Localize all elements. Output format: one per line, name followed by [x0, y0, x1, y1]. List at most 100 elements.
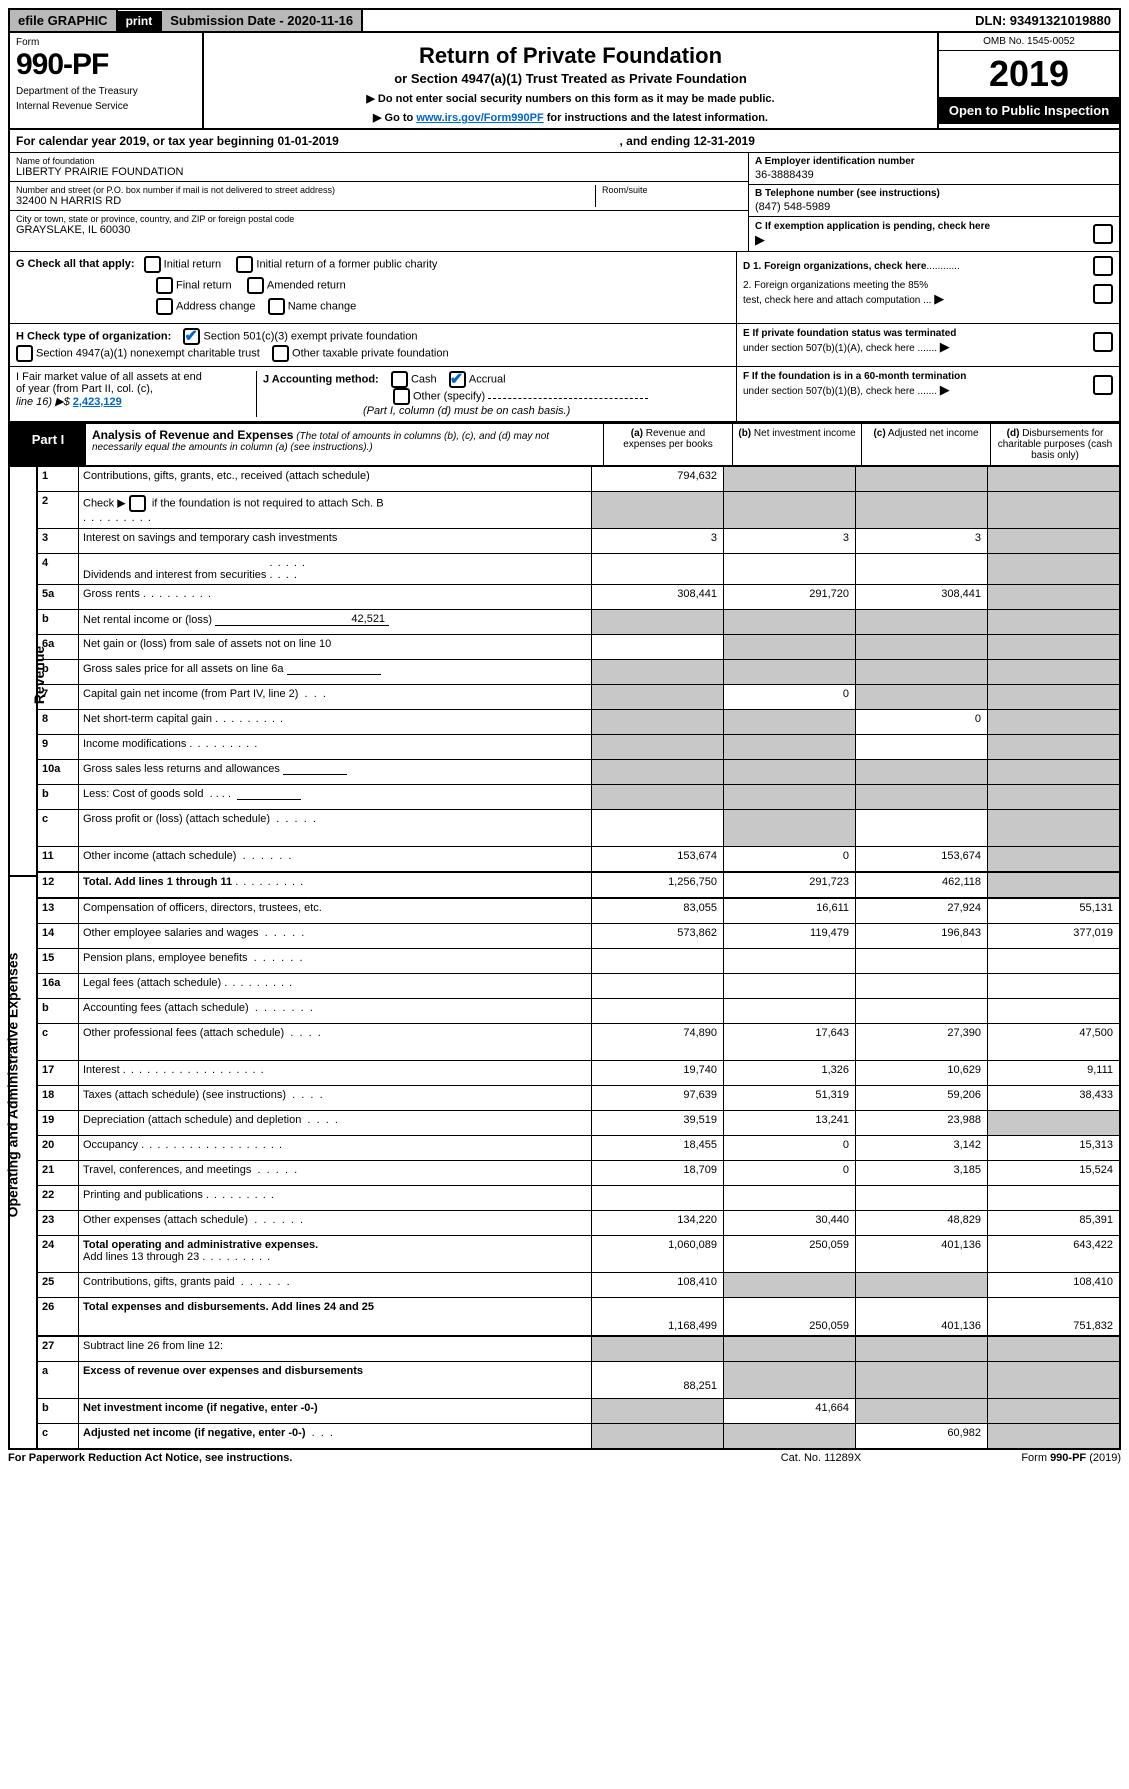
dept-treasury: Department of the Treasury [16, 86, 196, 97]
line-12: 12Total. Add lines 1 through 11 1,256,75… [38, 871, 1119, 899]
part1-table: Revenue Operating and Administrative Exp… [8, 467, 1121, 1450]
h-501c3-cb[interactable] [183, 328, 200, 345]
line-25: 25Contributions, gifts, grants paid . . … [38, 1272, 1119, 1297]
entity-block: Name of foundation LIBERTY PRAIRIE FOUND… [8, 153, 1121, 252]
line-27b: bNet investment income (if negative, ent… [38, 1398, 1119, 1423]
tax-year: 2019 [939, 51, 1119, 97]
line-3: 3Interest on savings and temporary cash … [38, 528, 1119, 553]
line-24: 24Total operating and administrative exp… [38, 1235, 1119, 1272]
g-former-cb[interactable] [236, 256, 253, 273]
year-ending: , and ending 12-31-2019 [510, 134, 1114, 148]
g-addrchg-cb[interactable] [156, 298, 173, 315]
irs-label: Internal Revenue Service [16, 101, 196, 112]
g-h-row: G Check all that apply: Initial return I… [8, 252, 1121, 324]
g-final-cb[interactable] [156, 277, 173, 294]
line-20: 20Occupancy 18,45503,14215,313 [38, 1135, 1119, 1160]
addr-label: Number and street (or P.O. box number if… [16, 185, 595, 195]
form-header: Form 990-PF Department of the Treasury I… [8, 33, 1121, 130]
e1-label: E If private foundation status was termi… [743, 328, 956, 339]
j-note: (Part I, column (d) must be on cash basi… [363, 405, 570, 417]
f2-label: under section 507(b)(1)(B), check here .… [743, 386, 937, 397]
line-10c: cGross profit or (loss) (attach schedule… [38, 809, 1119, 846]
line-5b: bNet rental income or (loss) 42,521 [38, 609, 1119, 634]
i-j-row: I Fair market value of all assets at end… [8, 367, 1121, 422]
line-27: 27Subtract line 26 from line 12: [38, 1337, 1119, 1361]
schb-checkbox[interactable] [129, 495, 146, 512]
phone-label: B Telephone number (see instructions) [755, 188, 1113, 199]
ein-value: 36-3888439 [755, 169, 1113, 181]
col-c-head: (c) Adjusted net income [861, 424, 990, 465]
print-button[interactable]: print [118, 11, 163, 31]
g-initial-cb[interactable] [144, 256, 161, 273]
part1-title: Analysis of Revenue and Expenses [92, 428, 293, 442]
col-a-head: (a) Revenue and expenses per books [603, 424, 732, 465]
dln: DLN: 93491321019880 [967, 10, 1119, 31]
city-state-zip: GRAYSLAKE, IL 60030 [16, 224, 742, 236]
efile-label: efile GRAPHIC [10, 10, 118, 31]
line-11: 11Other income (attach schedule) . . . .… [38, 846, 1119, 871]
part1-header: Part I Analysis of Revenue and Expenses … [8, 422, 1121, 467]
open-public-badge: Open to Public Inspection [939, 97, 1119, 124]
line-22: 22Printing and publications [38, 1185, 1119, 1210]
h-label: H Check type of organization: [16, 330, 171, 342]
j-other-cb[interactable] [393, 388, 410, 405]
note-goto: ▶ Go to www.irs.gov/Form990PF for instru… [210, 111, 931, 124]
side-revenue: Revenue [31, 646, 47, 704]
g-amended-cb[interactable] [247, 277, 264, 294]
line-10b: bLess: Cost of goods sold . . . . [38, 784, 1119, 809]
cat-no: Cat. No. 11289X [721, 1452, 921, 1464]
part1-label: Part I [10, 424, 86, 465]
i-l2: of year (from Part II, col. (c), [16, 383, 256, 395]
phone-value: (847) 548-5989 [755, 201, 1113, 213]
page-footer: For Paperwork Reduction Act Notice, see … [8, 1450, 1121, 1464]
col-b-head: (b) Net investment income [732, 424, 861, 465]
c-checkbox[interactable] [1093, 224, 1113, 244]
year-beginning: For calendar year 2019, or tax year begi… [16, 134, 510, 148]
f-checkbox[interactable] [1093, 375, 1113, 395]
line-27c: cAdjusted net income (if negative, enter… [38, 1423, 1119, 1448]
paperwork-notice: For Paperwork Reduction Act Notice, see … [8, 1452, 721, 1464]
name-label: Name of foundation [16, 156, 742, 166]
ein-label: A Employer identification number [755, 156, 1113, 167]
arrow-icon: ▶ [755, 232, 765, 247]
d2a-label: 2. Foreign organizations meeting the 85% [743, 280, 928, 291]
side-oae: Operating and Administrative Expenses [4, 953, 20, 1218]
c-label: C If exemption application is pending, c… [755, 221, 990, 232]
line-16b: bAccounting fees (attach schedule) . . .… [38, 998, 1119, 1023]
line-5a: 5aGross rents 308,441291,720308,441 [38, 584, 1119, 609]
foundation-name: LIBERTY PRAIRIE FOUNDATION [16, 166, 742, 178]
e2-label: under section 507(b)(1)(A), check here .… [743, 343, 937, 354]
d2-checkbox[interactable] [1093, 284, 1113, 304]
g-label: G Check all that apply: [16, 258, 135, 270]
i-l3: line 16) ▶$ [16, 396, 70, 408]
room-label: Room/suite [602, 185, 742, 195]
line-1: 1Contributions, gifts, grants, etc., rec… [38, 467, 1119, 491]
i-l1: I Fair market value of all assets at end [16, 371, 256, 383]
line-26: 26Total expenses and disbursements. Add … [38, 1297, 1119, 1337]
g-namechg-cb[interactable] [268, 298, 285, 315]
form-label: Form [16, 37, 196, 48]
d1-checkbox[interactable] [1093, 256, 1113, 276]
j-cash-cb[interactable] [391, 371, 408, 388]
line-19: 19Depreciation (attach schedule) and dep… [38, 1110, 1119, 1135]
j-label: J Accounting method: [263, 373, 379, 385]
line-21: 21Travel, conferences, and meetings . . … [38, 1160, 1119, 1185]
e-checkbox[interactable] [1093, 332, 1113, 352]
h-4947-cb[interactable] [16, 345, 33, 362]
line-16c: cOther professional fees (attach schedul… [38, 1023, 1119, 1060]
form-subtitle: or Section 4947(a)(1) Trust Treated as P… [210, 71, 931, 86]
line-7: 7Capital gain net income (from Part IV, … [38, 684, 1119, 709]
j-accrual-cb[interactable] [449, 371, 466, 388]
h-other-cb[interactable] [272, 345, 289, 362]
line-23: 23Other expenses (attach schedule) . . .… [38, 1210, 1119, 1235]
line-16a: 16aLegal fees (attach schedule) [38, 973, 1119, 998]
city-label: City or town, state or province, country… [16, 214, 742, 224]
note-ssn: ▶ Do not enter social security numbers o… [210, 92, 931, 105]
line-2: 2Check ▶ if the foundation is not requir… [38, 491, 1119, 528]
f1-label: F If the foundation is in a 60-month ter… [743, 371, 966, 382]
line-18: 18Taxes (attach schedule) (see instructi… [38, 1085, 1119, 1110]
address: 32400 N HARRIS RD [16, 195, 595, 207]
irs-link[interactable]: www.irs.gov/Form990PF [416, 112, 543, 124]
line-15: 15Pension plans, employee benefits . . .… [38, 948, 1119, 973]
fmv-amount: 2,423,129 [73, 396, 122, 408]
